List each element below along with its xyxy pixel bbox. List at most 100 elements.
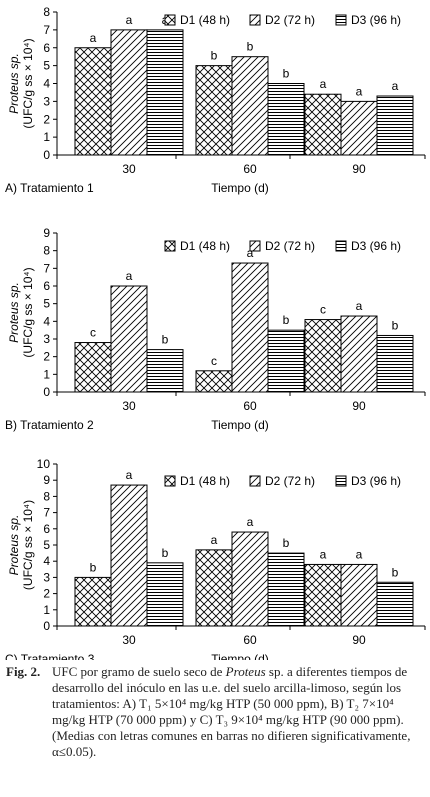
bar-cross-30	[74, 576, 112, 627]
bar-horiz-60	[267, 83, 305, 156]
bar-horiz-30	[146, 562, 184, 627]
significance-letter: a	[126, 468, 133, 482]
significance-letter: b	[283, 313, 290, 327]
legend-swatch-cross	[164, 14, 176, 26]
bar-horiz-90	[376, 581, 414, 627]
y-axis-title-units: (UFC/g ss × 10⁴)	[21, 500, 35, 590]
significance-letter: a	[90, 31, 97, 45]
y-tick-label: 2	[43, 587, 50, 601]
y-axis-title-units: (UFC/g ss × 10⁴)	[21, 38, 35, 128]
y-tick-label: 8	[43, 5, 50, 19]
legend-swatch-diag	[249, 240, 261, 252]
legend-label: D1 (48 h)	[180, 13, 230, 27]
x-category-label: 30	[122, 633, 136, 647]
bar-cross-60	[195, 65, 233, 156]
bar-diag-30	[110, 484, 148, 627]
y-tick-label: 1	[43, 130, 50, 144]
legend-label: D2 (72 h)	[265, 239, 315, 253]
caption-text-italic: Proteus	[225, 664, 266, 679]
panel-label: B) Tratamiento 2	[5, 418, 94, 432]
legend-swatch-cross	[164, 475, 176, 487]
y-tick-label: 1	[43, 603, 50, 617]
x-category-label: 90	[352, 162, 366, 176]
significance-letter: a	[247, 246, 254, 260]
significance-letter: b	[283, 536, 290, 550]
significance-letter: a	[356, 547, 363, 561]
chart-panel-1: 012345678abaabaaba306090Tiempo (d)A) Tra…	[5, 5, 426, 195]
y-tick-label: 9	[43, 226, 50, 240]
bar-horiz-30	[146, 29, 184, 156]
figure-caption: Fig. 2. UFC por gramo de suelo seco de P…	[6, 664, 424, 760]
x-axis-title: Tiempo (d)	[211, 181, 269, 195]
caption-label: Fig. 2.	[6, 664, 41, 679]
y-tick-label: 3	[43, 94, 50, 108]
bar-cross-90	[304, 319, 342, 393]
significance-letter: a	[320, 77, 327, 91]
legend-swatch-horiz	[335, 14, 347, 26]
legend-label: D1 (48 h)	[180, 474, 230, 488]
y-tick-label: 9	[43, 473, 50, 487]
y-tick-label: 6	[43, 279, 50, 293]
y-axis-title-species: Proteus sp.	[7, 282, 21, 343]
bar-diag-60	[231, 56, 269, 156]
bar-cross-90	[304, 563, 342, 627]
significance-letter: a	[356, 84, 363, 98]
significance-letter: a	[320, 547, 327, 561]
y-tick-label: 2	[43, 112, 50, 126]
bar-cross-30	[74, 47, 112, 156]
significance-letter: b	[247, 40, 254, 54]
significance-letter: a	[247, 515, 254, 529]
y-tick-label: 2	[43, 350, 50, 364]
bar-diag-60	[231, 531, 269, 627]
bar-horiz-90	[376, 334, 414, 393]
y-tick-label: 4	[43, 554, 50, 568]
y-tick-label: 8	[43, 244, 50, 258]
y-axis-title-units: (UFC/g ss × 10⁴)	[21, 267, 35, 357]
x-category-label: 60	[243, 633, 257, 647]
y-tick-label: 5	[43, 538, 50, 552]
y-tick-label: 1	[43, 367, 50, 381]
x-category-label: 60	[243, 399, 257, 413]
y-tick-label: 0	[43, 385, 50, 399]
y-tick-label: 5	[43, 297, 50, 311]
bar-horiz-90	[376, 95, 414, 156]
bar-horiz-60	[267, 329, 305, 393]
x-category-label: 60	[243, 162, 257, 176]
bar-diag-90	[340, 315, 378, 393]
legend-label: D3 (96 h)	[351, 13, 401, 27]
y-tick-label: 3	[43, 570, 50, 584]
significance-letter: b	[283, 67, 290, 81]
significance-letter: a	[126, 13, 133, 27]
x-axis-title: Tiempo (d)	[211, 652, 269, 660]
legend-swatch-diag	[249, 14, 261, 26]
significance-letter: a	[392, 79, 399, 93]
chart-panel-2: 0 1 2 3 4 5 6 7 8 9 c c c a a a b b b 30 60 90 Tiempo (d) B) Tr…	[5, 226, 426, 432]
x-axis-title: Tiempo (d)	[211, 418, 269, 432]
y-tick-label: 5	[43, 59, 50, 73]
y-axis-title-species: Proteus sp.	[7, 53, 21, 114]
y-tick-label: 3	[43, 332, 50, 346]
y-axis-title-species: Proteus sp.	[7, 515, 21, 576]
legend-label: D3 (96 h)	[351, 474, 401, 488]
legend-swatch-horiz	[335, 475, 347, 487]
significance-letter: c	[211, 354, 217, 368]
significance-letter: b	[392, 318, 399, 332]
chart-panel-3: 0 1 2 3 4 5 6 7 8 9 10 b a a a a a b b b 30 60 90 Tiempo (d) C) …	[5, 457, 426, 660]
significance-letter: b	[211, 49, 218, 63]
bar-horiz-60	[267, 552, 305, 627]
y-tick-label: 7	[43, 23, 50, 37]
bar-cross-60	[195, 370, 233, 393]
bar-diag-90	[340, 563, 378, 627]
legend-label: D2 (72 h)	[265, 474, 315, 488]
bar-cross-30	[74, 342, 112, 393]
significance-letter: c	[320, 303, 326, 317]
panel-label: C) Tratamiento 3	[5, 652, 95, 660]
y-tick-label: 7	[43, 506, 50, 520]
legend-label: D1 (48 h)	[180, 239, 230, 253]
significance-letter: b	[90, 560, 97, 574]
legend-swatch-horiz	[335, 240, 347, 252]
caption-text-1: UFC por gramo de suelo seco de	[52, 664, 226, 679]
legend-label: D2 (72 h)	[265, 13, 315, 27]
bar-diag-90	[340, 100, 378, 156]
significance-letter: c	[90, 326, 96, 340]
